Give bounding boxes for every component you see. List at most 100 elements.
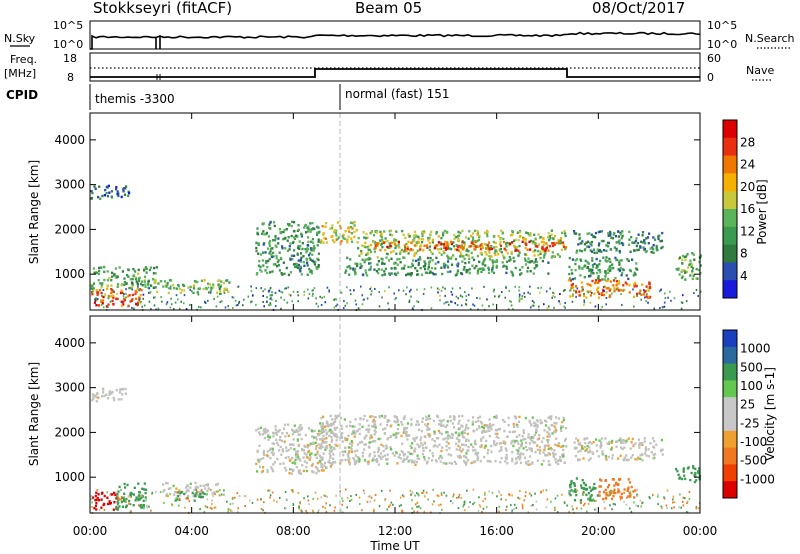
cpid-label: CPID <box>6 88 38 102</box>
data-band <box>573 230 664 254</box>
nsky-series <box>90 31 701 50</box>
colorbar-segment <box>723 137 737 157</box>
y-tick-label: 3000 <box>54 381 85 395</box>
colorbar-tick: 1000 <box>740 342 771 356</box>
time-x-axis: 00:00 04:00 08:00 12:00 16:00 20:00 00:00 <box>73 113 718 538</box>
y-tick-label: 3000 <box>54 178 85 192</box>
colorbar-tick: 100 <box>740 379 763 393</box>
velocity-colorbar-label: Velocity [m s-1] <box>763 367 777 461</box>
freq-right-tick-top: 60 <box>707 52 721 65</box>
freq-right-tick-bottom: 0 <box>707 71 714 84</box>
freq-tick-top: 18 <box>63 52 77 65</box>
date-title: 08/Oct/2017 <box>592 0 685 17</box>
colorbar-segment <box>723 481 737 499</box>
y-tick-label: 4000 <box>54 336 85 350</box>
data-band <box>573 437 664 462</box>
data-band <box>319 221 359 245</box>
x-tick-label: 08:00 <box>276 524 311 538</box>
nsky-tick-bottom: 10^0 <box>53 38 83 51</box>
freq-series <box>90 68 700 78</box>
y-tick-label: 2000 <box>54 425 85 439</box>
data-band <box>90 184 131 200</box>
freq-panel: Freq. [MHz] 18 8 60 0 Nave <box>4 52 774 84</box>
y-tick-label: 4000 <box>54 133 85 147</box>
data-speckle <box>90 285 702 311</box>
nsky-panel: N.Sky 10^5 10^0 10^5 10^0 N.Search <box>4 19 795 51</box>
colorbar-tick: 8 <box>740 247 748 261</box>
colorbar-tick: 28 <box>740 135 755 149</box>
colorbar-segment <box>723 209 737 228</box>
beam-title: Beam 05 <box>355 0 422 17</box>
colorbar-tick: -1000 <box>740 472 775 486</box>
power-colorbar-label: Power [dB] <box>755 179 769 244</box>
colorbar-tick: 12 <box>740 224 755 238</box>
velocity-panel: 1000 2000 3000 4000 Slant Range [km] -1000 -… <box>27 315 777 514</box>
x-axis-label: Time UT <box>369 539 420 553</box>
data-band <box>255 220 321 277</box>
power-panel: 1000 2000 3000 4000 Slant Range [km] 4 8 12 16… <box>27 112 769 311</box>
colorbar-segment <box>723 414 737 432</box>
data-band <box>154 279 231 295</box>
nsky-label: N.Sky <box>4 32 36 45</box>
power-data <box>90 113 702 311</box>
colorbar-segment <box>723 191 737 210</box>
colorbar-tick: 4 <box>740 269 748 283</box>
data-band <box>675 465 702 484</box>
colorbar-segment <box>723 346 737 365</box>
data-band <box>344 256 550 277</box>
colorbar-segment <box>723 447 737 465</box>
y-tick-label: 1000 <box>54 470 85 484</box>
cpid-row: CPID themis -3300 normal (fast) 151 <box>6 84 449 110</box>
cpid-mode-normal: normal (fast) 151 <box>345 87 449 101</box>
data-speckle <box>90 488 701 514</box>
colorbar-segment <box>723 173 737 192</box>
x-tick-label: 20:00 <box>581 524 616 538</box>
power-ylabel: Slant Range [km] <box>27 160 41 264</box>
data-band <box>568 256 639 281</box>
cpid-mode-themis: themis -3300 <box>95 92 175 106</box>
x-tick-label: 12:00 <box>378 524 413 538</box>
data-band <box>567 279 652 299</box>
data-band <box>568 477 599 502</box>
freq-label: Freq. <box>10 53 37 66</box>
x-tick-label: 04:00 <box>174 524 209 538</box>
colorbar-segment <box>723 120 737 139</box>
colorbar-segment <box>723 464 737 482</box>
y-tick-label: 1000 <box>54 267 85 281</box>
colorbar-tick: -500 <box>740 454 767 468</box>
velocity-ylabel: Slant Range [km] <box>27 362 41 466</box>
colorbar-segment <box>723 280 737 299</box>
colorbar-segment <box>723 244 737 263</box>
nsearch-label: N.Search <box>745 32 795 45</box>
data-band <box>90 265 158 290</box>
power-colorbar: 4 8 12 16 20 24 28 <box>722 119 755 299</box>
colorbar-segment <box>723 155 737 174</box>
colorbar-tick: 500 <box>740 360 763 374</box>
nave-label: Nave <box>746 64 774 77</box>
nsky-right-tick-bottom: 10^0 <box>707 38 737 51</box>
colorbar-segment <box>723 430 737 449</box>
nsky-tick-top: 10^5 <box>53 19 83 32</box>
data-band <box>318 414 568 466</box>
colorbar-tick: 20 <box>740 180 755 194</box>
station-title: Stokkseyri (fitACF) <box>93 0 232 17</box>
data-band <box>374 240 568 252</box>
colorbar-segment <box>723 226 737 246</box>
freq-unit-label: [MHz] <box>4 67 36 80</box>
colorbar-segment <box>723 380 737 398</box>
velocity-data <box>90 316 702 514</box>
nsky-right-tick-top: 10^5 <box>707 19 737 32</box>
colorbar-tick: 16 <box>740 202 755 216</box>
colorbar-segment <box>723 363 737 381</box>
colorbar-tick: -25 <box>740 416 760 430</box>
colorbar-tick: -100 <box>740 435 767 449</box>
x-tick-label: 00:00 <box>683 524 718 538</box>
y-tick-label: 2000 <box>54 222 85 236</box>
velocity-colorbar: -1000 -500 -100 -25 25 100 500 1000 <box>722 329 775 499</box>
colorbar-segment <box>723 330 737 348</box>
data-band <box>91 491 118 511</box>
data-band <box>598 477 639 501</box>
power-y-axis: 1000 2000 3000 4000 <box>54 133 700 281</box>
colorbar-segment <box>723 262 737 281</box>
